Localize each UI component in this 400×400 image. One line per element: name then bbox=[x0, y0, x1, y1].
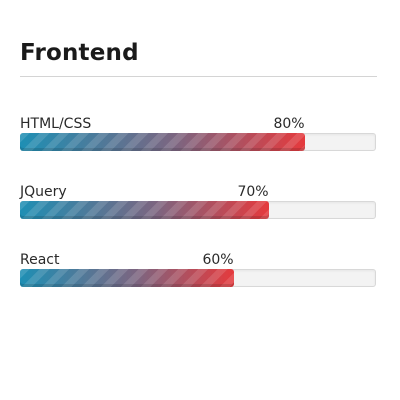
skill-percent: 70% bbox=[237, 184, 269, 200]
skill-name: JQuery bbox=[20, 184, 67, 200]
progress-fill bbox=[20, 269, 234, 287]
skill-percent: 60% bbox=[202, 252, 234, 268]
progress-fill bbox=[20, 201, 269, 219]
section-title: Frontend bbox=[20, 40, 139, 66]
skill-name: React bbox=[20, 252, 60, 268]
skill-item-react: React 60% bbox=[20, 251, 377, 319]
skill-name: HTML/CSS bbox=[20, 116, 92, 132]
progress-track bbox=[20, 133, 376, 151]
skill-item-html-css: HTML/CSS 80% bbox=[20, 115, 377, 183]
progress-fill bbox=[20, 133, 305, 151]
progress-track bbox=[20, 201, 376, 219]
divider bbox=[20, 76, 377, 77]
skill-item-jquery: JQuery 70% bbox=[20, 183, 377, 251]
skill-percent: 80% bbox=[273, 116, 305, 132]
skill-list: HTML/CSS 80% JQuery 70% React 60% bbox=[20, 115, 377, 319]
skills-panel: Frontend HTML/CSS 80% JQuery 70% React bbox=[20, 38, 377, 319]
progress-track bbox=[20, 269, 376, 287]
